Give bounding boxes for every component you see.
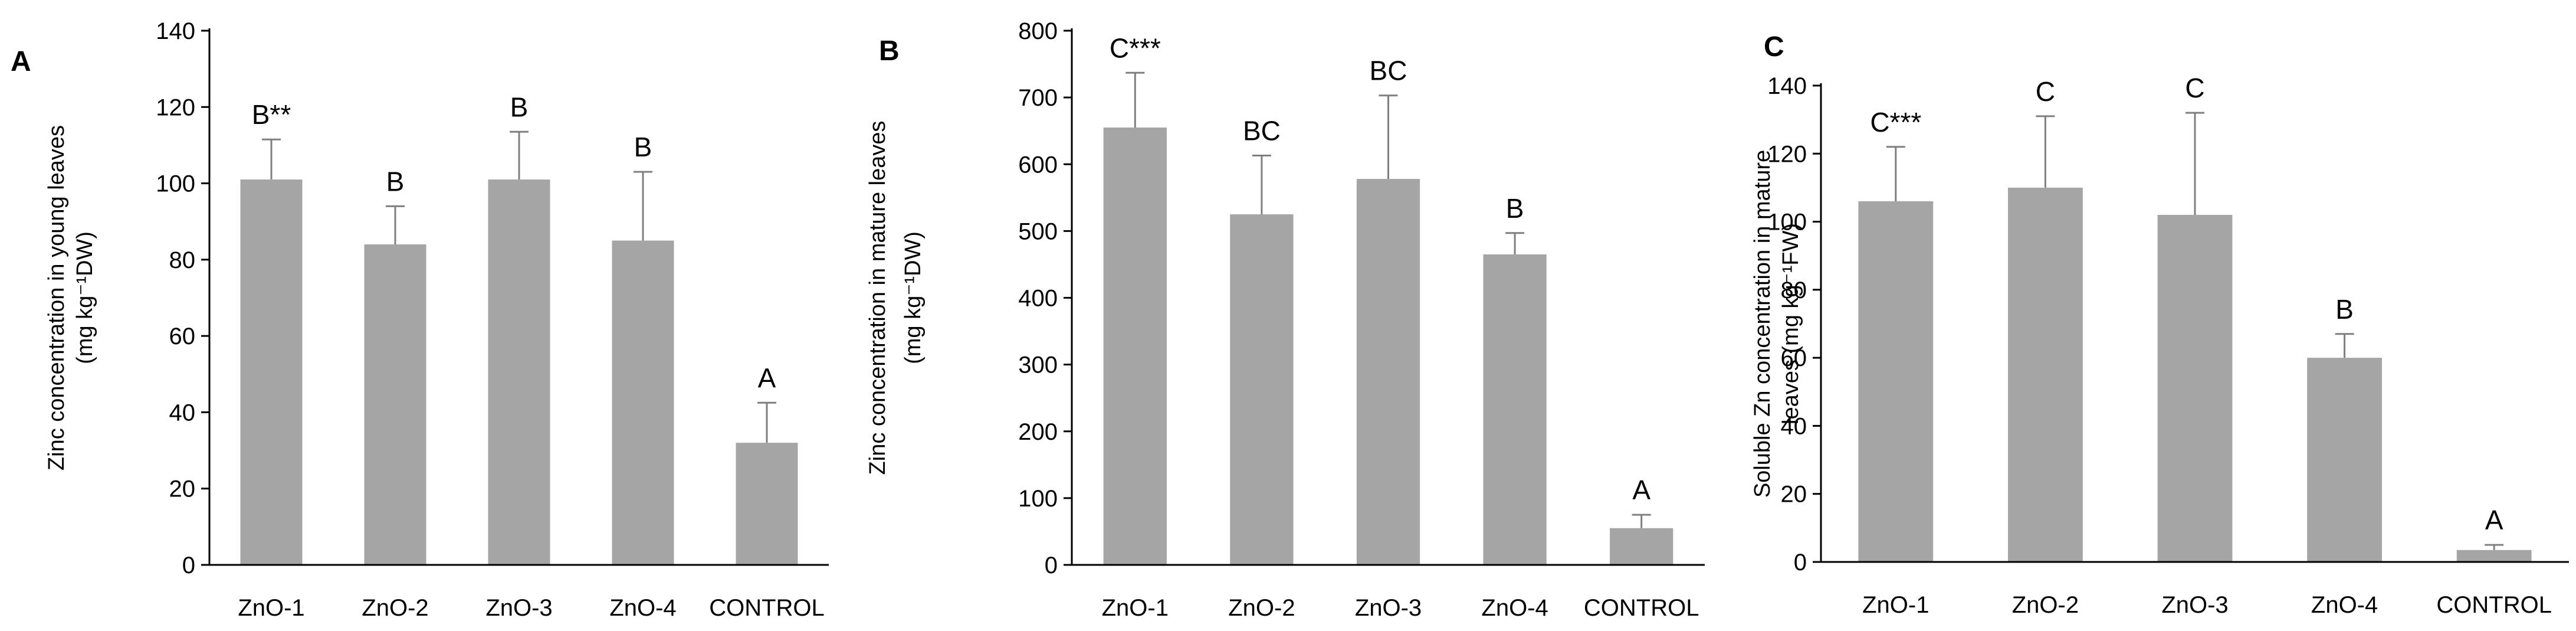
bar-zno-3: [488, 179, 550, 565]
significance-label: A: [758, 362, 776, 393]
x-category-label: CONTROL: [2436, 592, 2552, 618]
x-category-label: ZnO-3: [485, 595, 552, 621]
x-category-label: ZnO-3: [2161, 592, 2228, 618]
x-category-label: ZnO-1: [238, 595, 304, 621]
significance-label: B: [634, 132, 652, 162]
y-axis-label-units: (mg kg⁻¹DW): [901, 231, 926, 364]
y-tick-label: 140: [156, 18, 195, 44]
y-axis-label-units: leaves (mg kg⁻¹FW): [1778, 223, 1803, 424]
y-axis-label-units: (mg kg⁻¹DW): [73, 231, 97, 364]
significance-label: BC: [1370, 55, 1407, 86]
chart-panel-a: A Zinc concentration in young leaves (mg k…: [11, 18, 829, 621]
significance-label: B: [2335, 294, 2354, 325]
significance-label: C***: [1110, 32, 1161, 63]
x-category-label: ZnO-3: [1355, 595, 1422, 621]
x-category-label: ZnO-4: [609, 595, 676, 621]
x-category-label: ZnO-2: [1228, 595, 1295, 621]
significance-label: B: [386, 166, 405, 197]
x-category-label: CONTROL: [1584, 595, 1699, 621]
bar-zno-1: [1103, 127, 1167, 565]
x-category-label: ZnO-2: [362, 595, 428, 621]
y-tick-label: 80: [169, 247, 196, 273]
bar-zno-3: [2157, 215, 2233, 562]
significance-label: C: [2036, 76, 2055, 107]
y-tick-label: 120: [156, 94, 195, 120]
y-tick-label: 0: [182, 552, 195, 578]
bar-zno-4: [612, 240, 674, 565]
y-axis-label: Soluble Zn concentration in mature: [1750, 150, 1775, 498]
y-tick-label: 800: [1018, 18, 1058, 44]
chart-panel-b: B Zinc concentration in mature leaves (mg …: [865, 18, 1705, 621]
y-tick-label: 140: [1767, 73, 1807, 99]
x-category-label: ZnO-1: [1862, 592, 1929, 618]
bar-zno-4: [1483, 254, 1547, 565]
significance-label: B**: [252, 99, 291, 130]
y-tick-label: 0: [1045, 552, 1058, 578]
bar-zno-2: [1230, 214, 1294, 565]
y-tick-label: 60: [1781, 345, 1807, 371]
x-category-label: ZnO-2: [2012, 592, 2079, 618]
y-tick-label: 600: [1018, 152, 1058, 178]
y-tick-label: 40: [169, 400, 196, 426]
y-tick-label: 60: [169, 323, 196, 349]
x-category-label: ZnO-4: [2311, 592, 2378, 618]
significance-label: BC: [1243, 116, 1281, 146]
significance-label: C***: [1870, 107, 1921, 138]
y-tick-label: 100: [1767, 210, 1807, 236]
bar-zno-2: [364, 244, 426, 565]
bar-zno-1: [1858, 201, 1934, 562]
y-tick-label: 40: [1781, 413, 1807, 439]
y-tick-label: 300: [1018, 352, 1058, 378]
panel-letter: A: [11, 46, 31, 77]
bar-zno-3: [1356, 179, 1420, 565]
chart-panel-c: C Soluble Zn concentration in mature leave…: [1750, 31, 2569, 618]
y-tick-label: 700: [1018, 85, 1058, 111]
y-tick-label: 20: [169, 476, 196, 502]
y-tick-label: 0: [1794, 550, 1807, 576]
y-tick-label: 100: [1018, 486, 1058, 512]
bar-control: [736, 443, 798, 565]
y-tick-label: 20: [1781, 482, 1807, 508]
y-tick-label: 400: [1018, 286, 1058, 312]
significance-label: A: [2485, 505, 2503, 535]
y-tick-label: 200: [1018, 419, 1058, 445]
y-axis-label: Zinc concentration in mature leaves: [865, 121, 890, 475]
significance-label: B: [510, 91, 529, 122]
significance-label: A: [1632, 475, 1650, 505]
y-tick-label: 80: [1781, 277, 1807, 303]
bar-zno-1: [240, 179, 303, 565]
x-category-label: ZnO-1: [1102, 595, 1169, 621]
significance-label: B: [1506, 193, 1524, 224]
y-tick-label: 120: [1767, 141, 1807, 167]
panel-letter: B: [879, 35, 900, 67]
bar-zno-2: [2008, 187, 2083, 562]
y-tick-label: 500: [1018, 218, 1058, 244]
significance-label: C: [2185, 73, 2204, 103]
x-category-label: CONTROL: [709, 595, 825, 621]
panel-letter: C: [1764, 31, 1784, 63]
y-axis-label: Zinc concentration in young leaves: [44, 125, 69, 470]
bar-control: [2456, 550, 2532, 562]
y-tick-label: 100: [156, 171, 195, 197]
bar-zno-4: [2307, 358, 2382, 562]
bar-control: [1610, 528, 1673, 565]
x-category-label: ZnO-4: [1481, 595, 1548, 621]
